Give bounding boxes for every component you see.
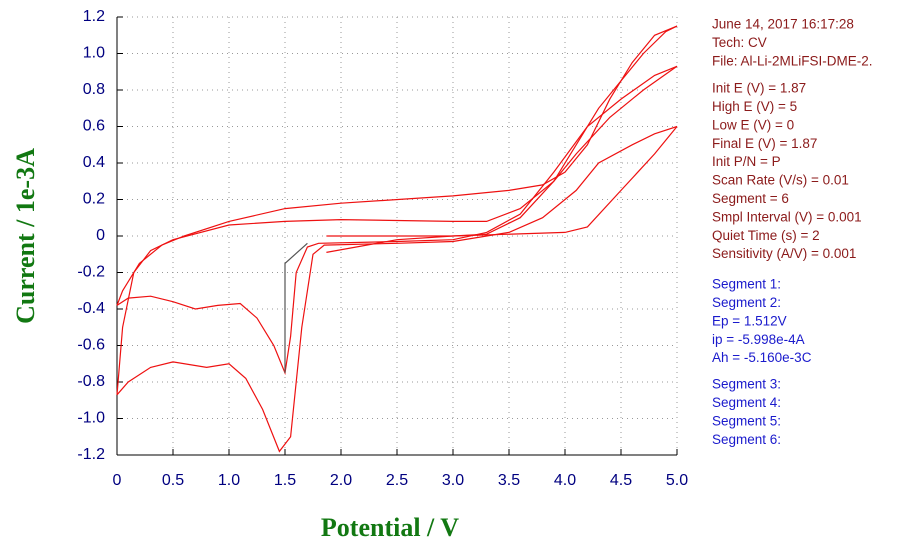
x-tick-label: 4.5 (610, 472, 632, 489)
info-line: Segment 1: (712, 277, 781, 292)
y-tick-label: -1.0 (77, 410, 105, 427)
info-line: Final E (V) = 1.87 (712, 136, 817, 151)
x-axis-title: Potential / V (321, 513, 459, 542)
x-tick-label: 3.0 (442, 472, 464, 489)
x-tick-label: 1.0 (218, 472, 240, 489)
y-tick-label: -0.6 (77, 337, 105, 354)
info-line: Segment 5: (712, 413, 781, 428)
y-tick-label: 0.6 (83, 118, 105, 135)
info-line: Scan Rate (V/s) = 0.01 (712, 173, 849, 188)
y-tick-label: 0.2 (83, 191, 105, 208)
cv-trace (116, 65, 678, 376)
info-line: Init P/N = P (712, 154, 781, 169)
x-tick-label: 3.5 (498, 472, 520, 489)
y-tick-label: 0.8 (83, 81, 105, 98)
info-line: June 14, 2017 16:17:28 (712, 17, 854, 32)
cv-trace (116, 125, 678, 453)
info-line: Tech: CV (712, 35, 767, 50)
info-line: Low E (V) = 0 (712, 117, 794, 132)
y-tick-label: -1.2 (77, 446, 105, 463)
y-tick-label: -0.8 (77, 373, 105, 390)
y-tick-label: 0.4 (83, 154, 105, 171)
info-line: Segment 3: (712, 377, 781, 392)
y-tick-label: 1.2 (83, 8, 105, 25)
info-line: ip = -5.998e-4A (712, 332, 805, 347)
cv-trace (116, 65, 678, 395)
x-tick-label: 0.5 (162, 472, 184, 489)
cv-trace (326, 126, 678, 253)
cv-trace (326, 25, 678, 237)
cv-trace (284, 242, 308, 373)
info-line: Smpl Interval (V) = 0.001 (712, 209, 862, 224)
info-line: Init E (V) = 1.87 (712, 81, 806, 96)
x-tick-label: 2.5 (386, 472, 408, 489)
y-tick-label: 1.0 (83, 45, 105, 62)
info-line: Ep = 1.512V (712, 313, 787, 328)
y-tick-label: -0.2 (77, 264, 105, 281)
info-line: Quiet Time (s) = 2 (712, 228, 820, 243)
x-tick-label: 0 (113, 472, 122, 489)
cv-trace (116, 25, 678, 306)
info-line: High E (V) = 5 (712, 99, 797, 114)
info-line: Segment = 6 (712, 191, 789, 206)
y-tick-label: -0.4 (77, 300, 105, 317)
x-tick-label: 1.5 (274, 472, 296, 489)
info-line: Segment 4: (712, 395, 781, 410)
x-tick-label: 5.0 (666, 472, 688, 489)
info-line: File: Al-Li-2MLiFSI-DME-2. (712, 53, 873, 68)
y-axis-title: Current / 1e-3A (11, 148, 40, 324)
x-tick-label: 4.0 (554, 472, 576, 489)
y-tick-label: 0 (96, 227, 105, 244)
x-tick-label: 2.0 (330, 472, 352, 489)
info-line: Segment 2: (712, 295, 781, 310)
info-line: Ah = -5.160e-3C (712, 350, 812, 365)
info-line: Segment 6: (712, 432, 781, 447)
info-line: Sensitivity (A/V) = 0.001 (712, 246, 856, 261)
